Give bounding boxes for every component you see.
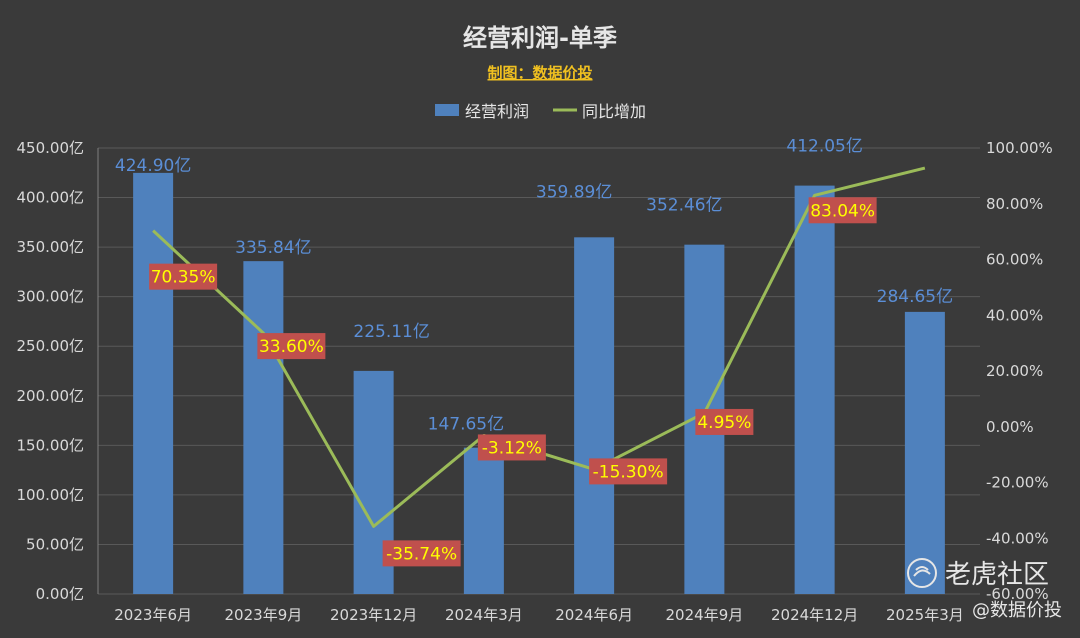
line-label-box — [589, 458, 668, 485]
bar-data-labels: 424.90亿 335.84亿 225.11亿 147.65亿 359.89亿 352.4… — [115, 137, 953, 435]
chart-title: 经营利润-单季 — [463, 24, 617, 52]
bar-data-label: 284.65亿 — [877, 287, 953, 307]
line-data-label: -15.30% — [593, 462, 664, 482]
bar-data-label: 335.84亿 — [235, 238, 311, 258]
watermark-brand: 老虎社区 — [945, 560, 1049, 590]
line-label-box — [149, 263, 218, 290]
y-left-tick-label: 50.00亿 — [26, 535, 84, 553]
legend-swatch-bar — [435, 104, 459, 116]
legend-label-bar: 经营利润 — [465, 102, 529, 121]
bar-series — [133, 172, 945, 594]
line-data-label: 4.95% — [697, 413, 751, 433]
y-axis-right: -60.00% -40.00% -20.00% 0.00% 20.00% 40.00% 60… — [986, 139, 1053, 603]
x-tick-label: 2023年12月 — [330, 606, 417, 624]
line-data-label: -35.74% — [386, 544, 457, 564]
y-right-tick-label: 80.00% — [986, 195, 1043, 213]
bar-data-label: 147.65亿 — [428, 415, 504, 435]
line-label-box — [257, 333, 326, 360]
x-tick-label: 2024年6月 — [555, 606, 633, 624]
y-right-tick-label: 0.00% — [986, 418, 1034, 436]
bar — [243, 261, 284, 594]
y-left-tick-label: 200.00亿 — [17, 387, 85, 405]
y-right-tick-label: 20.00% — [986, 362, 1043, 380]
chart-subtitle: 制图：数据价投 — [487, 64, 592, 82]
bar — [133, 172, 174, 594]
y-right-tick-label: 100.00% — [986, 139, 1053, 157]
y-left-tick-label: 350.00亿 — [17, 238, 85, 256]
line-label-box — [808, 197, 877, 224]
legend: 经营利润 同比增加 — [435, 102, 646, 121]
y-left-tick-label: 150.00亿 — [17, 436, 85, 454]
y-right-tick-label: -40.00% — [986, 529, 1049, 547]
legend-label-line: 同比增加 — [582, 102, 646, 121]
bar-data-label: 412.05亿 — [786, 137, 862, 157]
y-right-tick-label: -20.00% — [986, 474, 1049, 492]
y-left-tick-label: 450.00亿 — [17, 139, 85, 157]
tiger-logo-icon — [907, 558, 937, 588]
y-right-tick-label: 60.00% — [986, 251, 1043, 269]
x-tick-label: 2024年9月 — [666, 606, 744, 624]
tiger-logo-stripes — [913, 566, 931, 577]
y-right-tick-label: -60.00% — [986, 585, 1049, 603]
y-axis-left: 0.00亿 50.00亿 100.00亿 150.00亿 200.00亿 250.00亿 3… — [17, 139, 85, 603]
x-tick-label: 2023年6月 — [114, 606, 192, 624]
bar — [574, 237, 615, 594]
bar — [904, 311, 945, 594]
x-tick-label: 2025年3月 — [886, 606, 964, 624]
y-right-tick-label: 40.00% — [986, 306, 1043, 324]
bar-data-label: 359.89亿 — [536, 182, 612, 202]
x-tick-label: 2024年3月 — [445, 606, 523, 624]
line-label-box — [382, 540, 461, 567]
bar-data-label: 225.11亿 — [353, 322, 429, 342]
y-left-tick-label: 100.00亿 — [17, 486, 85, 504]
line-label-box — [477, 434, 546, 461]
y-left-tick-label: 0.00亿 — [36, 585, 84, 603]
y-left-tick-label: 250.00亿 — [17, 337, 85, 355]
bar — [794, 185, 835, 594]
line-data-label: 70.35% — [151, 268, 216, 288]
y-left-tick-label: 300.00亿 — [17, 288, 85, 306]
watermark-author: @数据价投 — [972, 600, 1062, 621]
bar — [463, 447, 504, 594]
line-data-label: 83.04% — [810, 201, 875, 221]
line-label-box — [695, 408, 754, 435]
bar-data-label: 352.46亿 — [646, 196, 722, 216]
x-tick-label: 2023年9月 — [225, 606, 303, 624]
bar-data-label: 424.90亿 — [115, 156, 191, 176]
line-data-label: -3.12% — [482, 438, 542, 458]
line-data-label: 33.60% — [259, 337, 324, 357]
x-axis: 2023年6月 2023年9月 2023年12月 2024年3月 2024年6月 2024… — [114, 606, 963, 624]
watermark: 老虎社区 @数据价投 — [907, 558, 1062, 621]
y-left-tick-label: 400.00亿 — [17, 189, 85, 207]
x-tick-label: 2024年12月 — [771, 606, 858, 624]
line-data-labels: 70.35% 33.60% -35.74% -3.12% -15.30% 4.95% 83.… — [149, 197, 877, 567]
